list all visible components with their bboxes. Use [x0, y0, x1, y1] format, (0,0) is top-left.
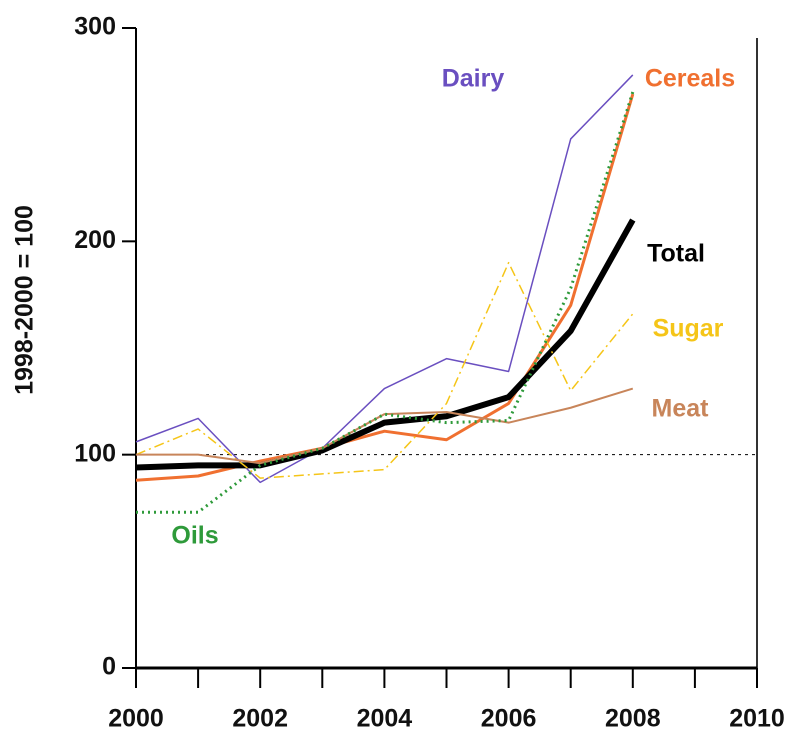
series-label: Oils — [171, 522, 218, 550]
series-label: Total — [647, 240, 705, 268]
x-tick-label: 2002 — [232, 705, 288, 733]
series-line — [135, 261, 634, 479]
series-line — [136, 387, 634, 465]
series-label: Cereals — [645, 65, 735, 93]
y-tick-label: 200 — [74, 226, 116, 254]
y-tick-label: 0 — [102, 653, 116, 681]
series-label: Sugar — [653, 315, 724, 343]
x-tick-label: 2010 — [729, 705, 785, 733]
y-tick-label: 100 — [74, 439, 116, 467]
y-tick-label: 300 — [74, 13, 116, 41]
x-tick-label: 2000 — [108, 705, 164, 733]
series-line — [135, 74, 634, 484]
series-line — [135, 218, 636, 471]
series-line — [135, 93, 635, 482]
y-axis-label: 1998-2000 = 100 — [11, 205, 39, 395]
x-tick-label: 2004 — [357, 705, 413, 733]
series-line — [136, 91, 635, 514]
series-label: Dairy — [442, 65, 505, 93]
x-tick-label: 2008 — [605, 705, 661, 733]
series-label: Meat — [652, 395, 710, 423]
x-tick-label: 2006 — [481, 705, 537, 733]
